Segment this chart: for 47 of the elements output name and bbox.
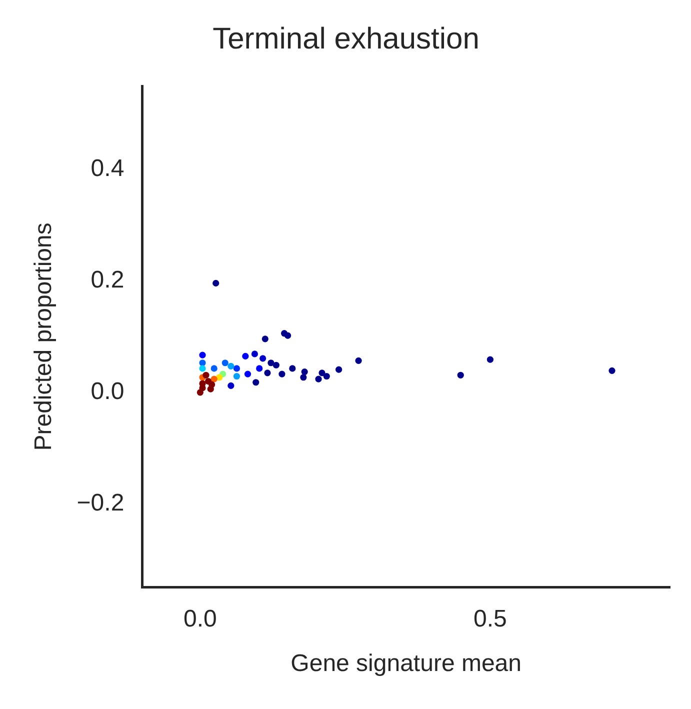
point <box>268 360 274 366</box>
point <box>315 376 322 382</box>
point <box>278 370 286 378</box>
point <box>210 365 218 372</box>
point <box>336 366 342 373</box>
point <box>216 374 223 381</box>
point <box>260 355 266 362</box>
y-tick-label: 0.2 <box>90 266 124 294</box>
point <box>233 372 240 380</box>
y-tick-label: 0.4 <box>90 155 124 182</box>
point <box>486 356 494 363</box>
y-axis-title: Predicted proportions <box>30 222 58 451</box>
point <box>252 379 260 386</box>
point <box>457 372 464 378</box>
point <box>318 370 326 376</box>
point <box>608 367 616 374</box>
point <box>300 374 307 381</box>
point <box>262 336 268 342</box>
point <box>272 362 280 368</box>
point <box>242 352 249 360</box>
point <box>264 370 271 376</box>
point <box>289 365 296 372</box>
point <box>323 372 330 380</box>
point <box>199 352 206 358</box>
point <box>228 362 234 370</box>
chart-title: Terminal exhaustion <box>212 22 480 56</box>
point <box>301 368 308 376</box>
point <box>244 370 252 378</box>
point <box>199 365 206 372</box>
point <box>222 360 228 366</box>
point <box>284 332 292 339</box>
x-axis-title: Gene signature mean <box>290 650 522 678</box>
y-tick-label: 0.0 <box>90 378 124 406</box>
point <box>228 382 234 390</box>
x-tick-label: 0.5 <box>474 605 507 632</box>
point <box>212 280 220 287</box>
point <box>199 380 206 387</box>
point <box>233 365 240 372</box>
point <box>207 386 214 392</box>
point <box>256 365 263 372</box>
point <box>196 389 204 396</box>
point <box>355 357 362 364</box>
y-tick-label: −0.2 <box>76 489 124 516</box>
point <box>251 350 258 358</box>
point <box>199 360 206 366</box>
point <box>210 376 218 382</box>
point <box>202 372 210 378</box>
